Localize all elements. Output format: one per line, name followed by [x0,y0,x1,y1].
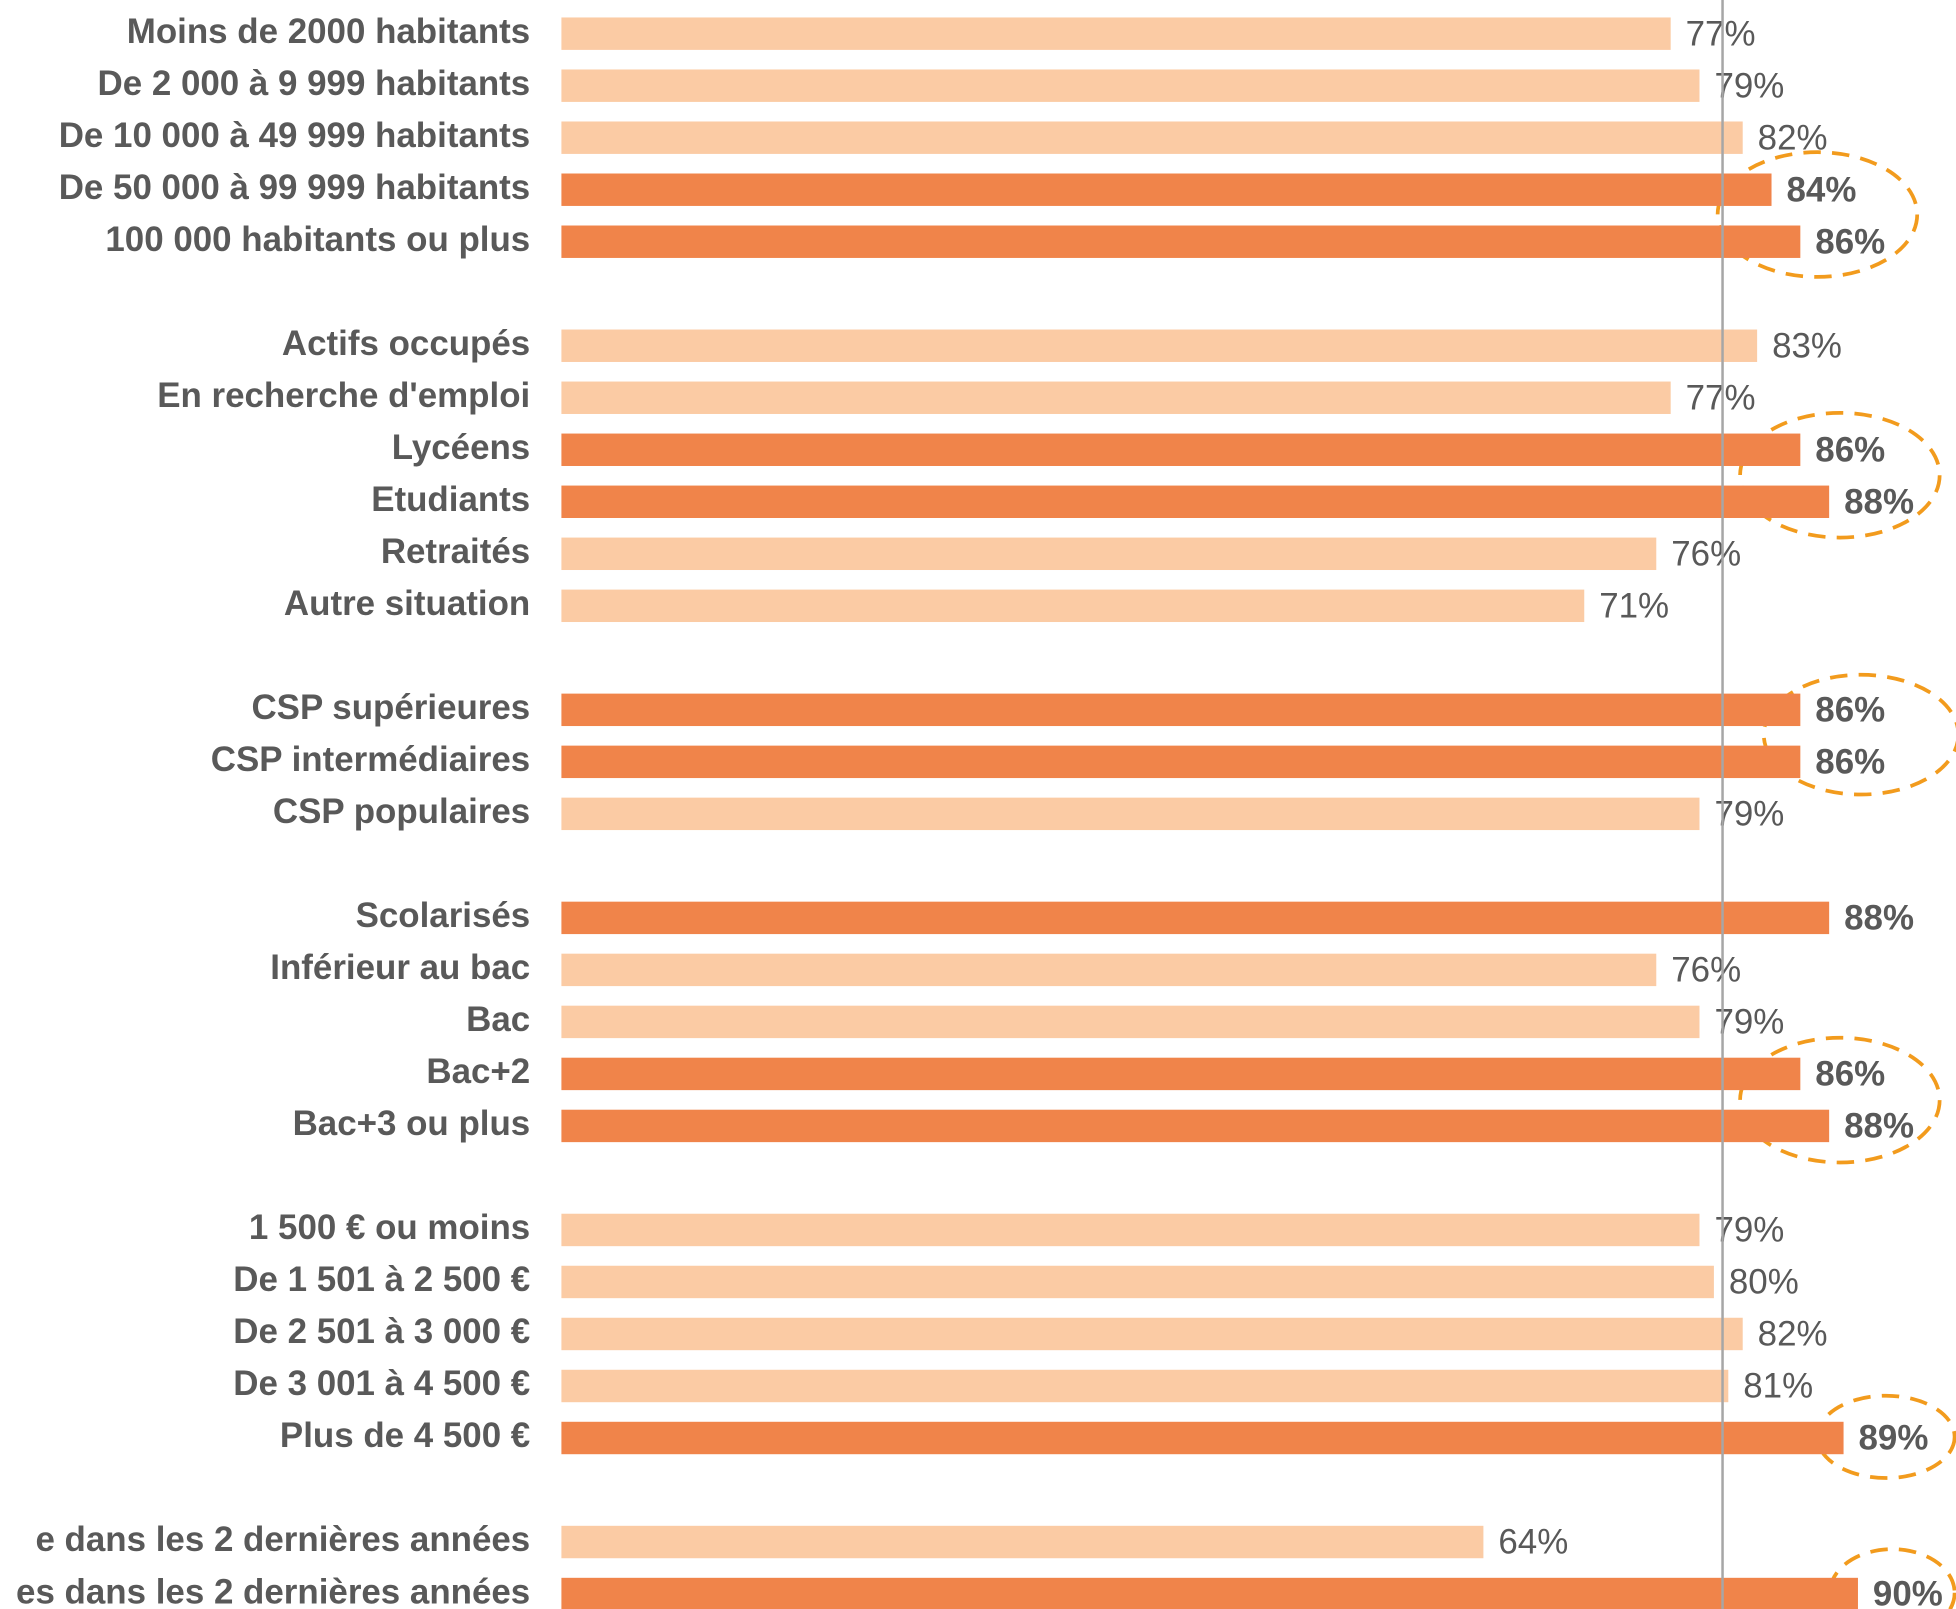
bar [561,589,1585,623]
value-label: 79% [1714,1003,1784,1042]
bar [561,1317,1743,1351]
value-label: 82% [1758,1315,1828,1354]
bar [561,225,1801,258]
bar [561,69,1700,102]
category-label: Scolarisés [356,896,531,935]
bar [561,173,1772,206]
bar [561,485,1830,518]
bar [561,797,1700,831]
bar [561,1577,1858,1609]
bar [561,745,1801,779]
value-label: 90% [1873,1575,1943,1609]
category-label: CSP intermédiaires [211,740,530,779]
bar [561,1005,1700,1039]
bar [561,121,1743,154]
value-label: 88% [1844,482,1914,521]
bar [561,901,1830,935]
bar [561,1213,1700,1247]
value-label: 89% [1859,1419,1929,1458]
bar [561,381,1671,414]
value-label: 84% [1786,170,1856,209]
value-label: 81% [1743,1367,1813,1406]
value-label: 71% [1599,587,1669,626]
highlight-ellipse [1761,672,1956,797]
bar [561,329,1758,362]
value-label: 79% [1714,66,1784,105]
bar [561,1057,1801,1091]
category-label: Bac+2 [426,1052,530,1091]
value-label: 77% [1686,14,1756,53]
bar [561,537,1657,571]
value-label: 79% [1714,795,1784,834]
highlight-ellipse [1738,410,1942,540]
value-label: 86% [1815,430,1885,469]
value-label: 82% [1758,118,1828,157]
value-label: 64% [1498,1523,1568,1562]
category-label: Etudiants [371,480,530,519]
category-label: De 10 000 à 49 999 habitants [59,116,531,155]
bar [561,1369,1729,1403]
bar [561,1265,1714,1299]
value-label: 79% [1714,1211,1784,1250]
category-label: es dans les 2 dernières années [16,1572,530,1609]
category-label: Plus de 4 500 € [280,1416,530,1455]
value-label: 86% [1815,691,1885,730]
bar [561,1525,1484,1559]
category-label: CSP supérieures [251,688,530,727]
bar [561,1109,1830,1143]
category-label: De 50 000 à 99 999 habitants [59,168,531,207]
category-label: Moins de 2000 habitants [127,12,530,51]
category-label: Inférieur au bac [270,948,530,987]
category-label: 100 000 habitants ou plus [105,220,530,259]
highlight-ellipse [1828,1547,1956,1609]
category-label: De 3 001 à 4 500 € [233,1364,530,1403]
bar [561,433,1801,466]
category-label: De 1 501 à 2 500 € [233,1260,530,1299]
category-label: Bac+3 ou plus [293,1104,531,1143]
value-label: 88% [1844,1107,1914,1146]
highlight-circles [1715,150,1956,1609]
value-label: 86% [1815,743,1885,782]
category-label: Autre situation [284,584,530,623]
category-label: Actifs occupés [282,324,530,363]
bar [561,1421,1844,1455]
value-label: 83% [1772,326,1842,365]
value-label: 86% [1815,222,1885,261]
category-label: Bac [466,1000,530,1039]
bar [561,953,1657,987]
category-label: De 2 501 à 3 000 € [233,1312,530,1351]
category-label: 1 500 € ou moins [249,1208,530,1247]
category-label: Retraités [381,532,530,571]
category-label: De 2 000 à 9 999 habitants [98,64,531,103]
category-label: En recherche d'emploi [157,376,530,415]
category-label: Lycéens [392,428,530,467]
value-label: 77% [1686,378,1756,417]
category-label: CSP populaires [273,792,530,831]
bar [561,693,1801,727]
bar [561,17,1671,50]
highlight-ellipse [1715,150,1920,279]
value-label: 88% [1844,899,1914,938]
value-label: 86% [1815,1055,1885,1094]
category-label: e dans les 2 dernières années [35,1520,530,1559]
value-label: 76% [1671,951,1741,990]
value-label: 76% [1671,535,1741,574]
value-label: 80% [1729,1263,1799,1302]
